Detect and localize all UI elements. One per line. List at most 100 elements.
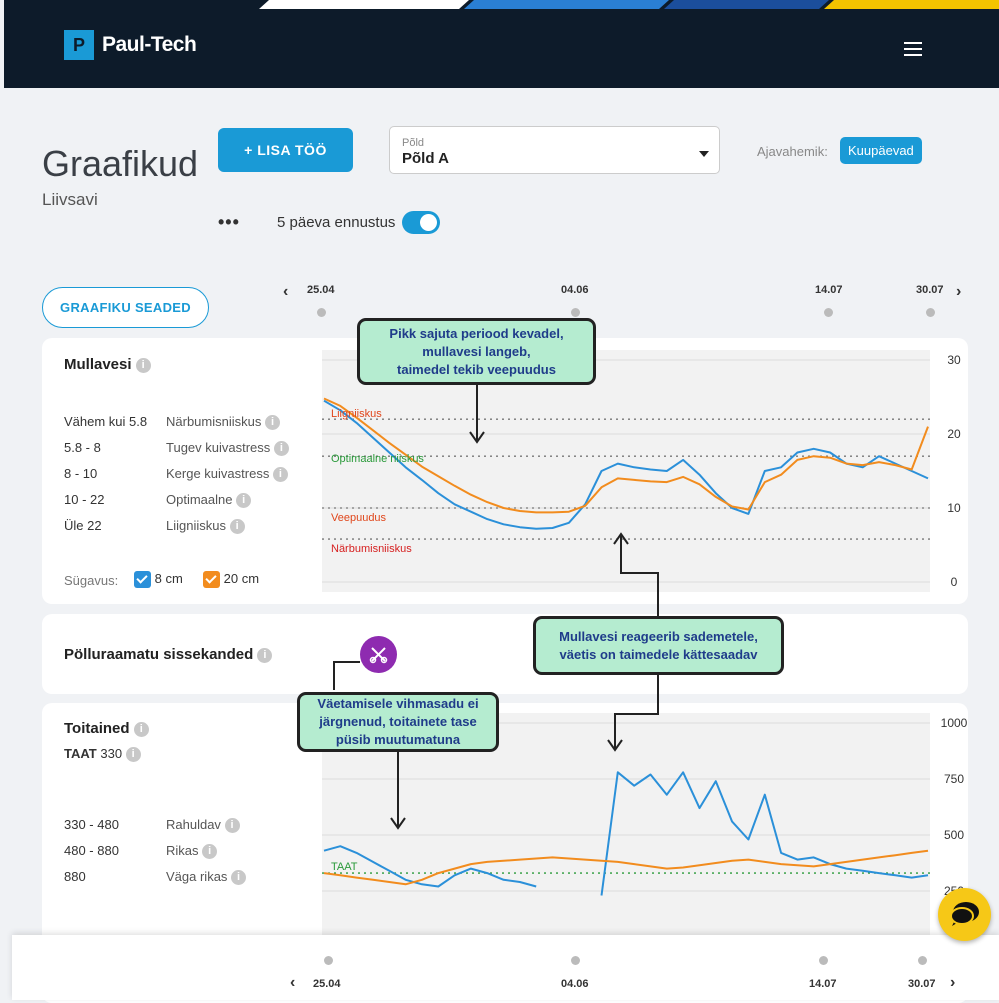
callout-drought: Pikk sajuta periood kevadel, mullavesi la… bbox=[357, 318, 596, 385]
legend-row: Vähem kui 5.8 Närbumisniiskus i bbox=[64, 414, 280, 431]
fertilizer-event-icon[interactable] bbox=[360, 636, 397, 673]
timeline-prev-icon[interactable]: ‹ bbox=[290, 974, 296, 991]
forecast-label: 5 päeva ennustus bbox=[277, 214, 396, 231]
soil-water-chart: 0 10 20 30 Liigniiskus Optimaalne niiskus V… bbox=[322, 350, 961, 592]
zone-label-deficit: Veepuudus bbox=[331, 512, 387, 524]
series-line-8cm bbox=[323, 771, 929, 896]
y-tick-label: 0 bbox=[951, 575, 958, 589]
brand-logo[interactable]: P Paul-Tech bbox=[64, 30, 197, 60]
stripe-blue bbox=[464, 0, 669, 9]
taat-line-label: TAAT bbox=[331, 861, 358, 873]
timeline-label: 30.07 bbox=[916, 284, 944, 296]
logo-mark: P bbox=[64, 30, 94, 60]
timeline-next-icon[interactable]: › bbox=[956, 283, 962, 300]
info-icon[interactable]: i bbox=[236, 493, 252, 509]
timeline-label: 04.06 bbox=[561, 978, 589, 990]
more-options-icon[interactable]: ••• bbox=[218, 212, 240, 232]
fertilizer-tools-icon bbox=[369, 646, 387, 663]
timeline-label: 04.06 bbox=[561, 284, 589, 296]
timeline-dot[interactable] bbox=[324, 956, 333, 965]
stripe-yellow bbox=[824, 0, 999, 9]
info-icon[interactable]: i bbox=[133, 721, 149, 737]
toggle-knob bbox=[420, 214, 437, 231]
soil-water-title: Mullavesi i bbox=[64, 356, 151, 373]
y-tick-label: 10 bbox=[947, 501, 961, 515]
hamburger-menu-icon[interactable] bbox=[904, 42, 932, 60]
bottom-timeline-bar bbox=[12, 935, 999, 1000]
taat-row: TAAT 330 i bbox=[64, 746, 141, 763]
check-icon bbox=[134, 571, 151, 589]
timeline-dot[interactable] bbox=[918, 956, 927, 965]
info-icon[interactable]: i bbox=[231, 870, 247, 886]
brand-name: Paul-Tech bbox=[102, 33, 197, 56]
timeline-label: 14.07 bbox=[815, 284, 843, 296]
info-icon[interactable]: i bbox=[229, 519, 245, 535]
legend-row: 880 Väga rikas i bbox=[64, 869, 247, 886]
top-bar: P Paul-Tech bbox=[4, 0, 999, 88]
stripe-white bbox=[259, 0, 469, 9]
chart-settings-button[interactable]: GRAAFIKU SEADED bbox=[42, 287, 209, 328]
timeline-dot[interactable] bbox=[317, 308, 326, 317]
page-title: Graafikud bbox=[42, 143, 199, 184]
y-tick-label: 750 bbox=[944, 772, 964, 786]
legend-row: 5.8 - 8 Tugev kuivastress i bbox=[64, 440, 289, 457]
series-line-20cm bbox=[323, 397, 929, 514]
plot-background bbox=[322, 350, 930, 592]
legend-row: 8 - 10 Kerge kuivastress i bbox=[64, 466, 288, 483]
timeline-dot[interactable] bbox=[824, 308, 833, 317]
legend-row: 480 - 880 Rikas i bbox=[64, 843, 218, 860]
y-tick-label: 20 bbox=[947, 427, 961, 441]
header-stripes bbox=[259, 0, 999, 9]
field-select[interactable]: Põld Põld A bbox=[389, 126, 720, 174]
legend-row: Üle 22 Liigniiskus i bbox=[64, 518, 245, 535]
timeline-prev-icon[interactable]: ‹ bbox=[283, 283, 289, 300]
depth-label: Sügavus: bbox=[64, 573, 119, 588]
y-tick-label: 1000 bbox=[941, 716, 968, 730]
timeline-dot[interactable] bbox=[926, 308, 935, 317]
page-subtitle: Liivsavi bbox=[42, 190, 98, 209]
timeline-dot[interactable] bbox=[571, 956, 580, 965]
timeline-dot[interactable] bbox=[819, 956, 828, 965]
date-range-button[interactable]: Kuupäevad bbox=[840, 137, 922, 164]
nutrients-title: Toitained i bbox=[64, 720, 149, 737]
field-log-card bbox=[42, 614, 968, 694]
timeline-label: 25.04 bbox=[307, 284, 335, 296]
timeline-next-icon[interactable]: › bbox=[950, 974, 956, 991]
timeline-dot[interactable] bbox=[571, 308, 580, 317]
zone-label-wilting: Närbumisniiskus bbox=[331, 543, 412, 555]
info-icon[interactable]: i bbox=[125, 747, 141, 763]
info-icon[interactable]: i bbox=[224, 818, 240, 834]
forecast-toggle[interactable] bbox=[402, 211, 440, 234]
timeline-label: 25.04 bbox=[313, 978, 341, 990]
info-icon[interactable]: i bbox=[202, 844, 218, 860]
callout-rain-response: Mullavesi reageerib sademetele, väetis on… bbox=[533, 616, 784, 675]
timeline-label: 30.07 bbox=[908, 978, 936, 990]
caret-down-icon bbox=[699, 151, 709, 157]
series-line-8cm bbox=[323, 399, 929, 530]
timeline-label: 14.07 bbox=[809, 978, 837, 990]
depth-8cm-checkbox[interactable]: 8 cm bbox=[134, 571, 183, 589]
depth-20cm-checkbox[interactable]: 20 cm bbox=[203, 571, 259, 589]
info-icon[interactable]: i bbox=[273, 441, 289, 457]
chat-button[interactable] bbox=[938, 888, 991, 941]
zone-label-optimal: Optimaalne niiskus bbox=[331, 453, 424, 465]
stripe-darkblue bbox=[664, 0, 829, 9]
legend-row: 330 - 480 Rahuldav i bbox=[64, 817, 240, 834]
range-label: Ajavahemik: bbox=[757, 144, 828, 159]
add-work-button[interactable]: + LISA TÖÖ bbox=[218, 128, 353, 172]
legend-row: 10 - 22 Optimaalne i bbox=[64, 492, 252, 509]
check-icon bbox=[203, 571, 220, 589]
field-select-label: Põld bbox=[402, 137, 425, 149]
info-icon[interactable]: i bbox=[135, 357, 151, 373]
field-select-value: Põld A bbox=[402, 150, 449, 167]
y-tick-label: 30 bbox=[947, 353, 961, 367]
info-icon[interactable]: i bbox=[272, 467, 288, 483]
y-tick-label: 500 bbox=[944, 828, 964, 842]
info-icon[interactable]: i bbox=[257, 647, 273, 663]
zone-label-excess: Liigniiskus bbox=[331, 408, 382, 420]
callout-no-rain: Väetamisele vihmasadu ei järgnenud, toita… bbox=[297, 692, 499, 752]
chat-bubble-icon bbox=[950, 902, 979, 926]
series-line-20cm bbox=[323, 849, 929, 886]
field-log-title: Pölluraamatu sissekanded i bbox=[64, 646, 273, 663]
info-icon[interactable]: i bbox=[265, 415, 280, 431]
